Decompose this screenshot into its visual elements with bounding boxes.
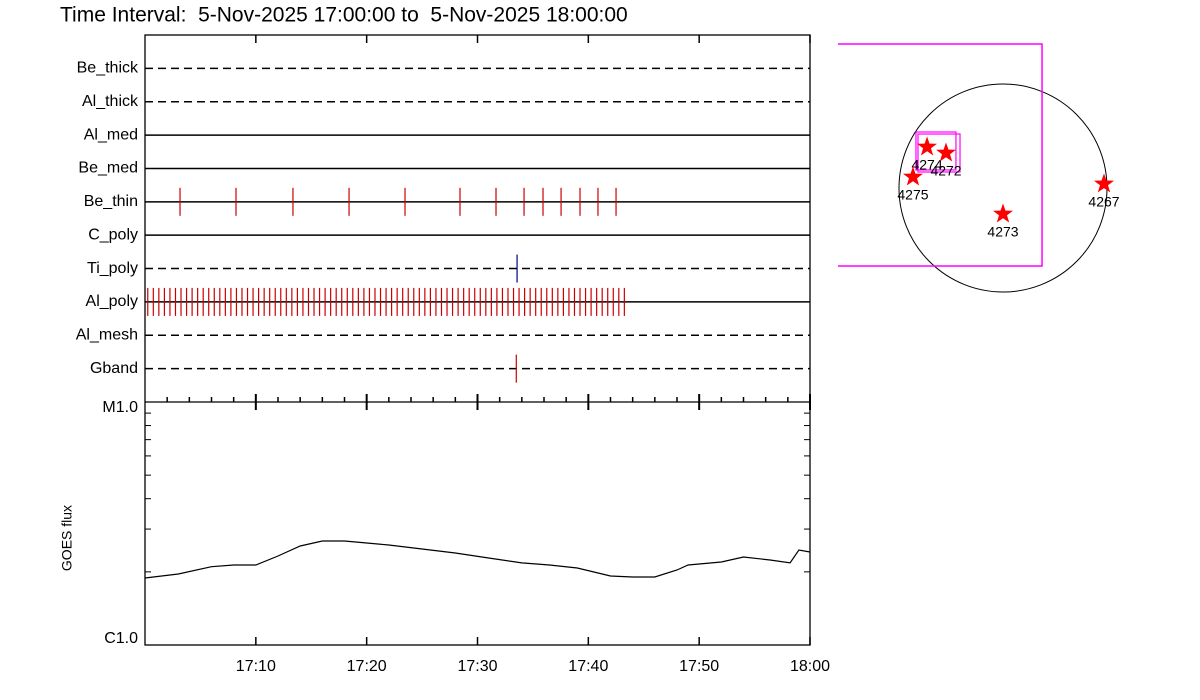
y-axis-label: GOES flux xyxy=(59,505,75,571)
region-label: 4272 xyxy=(930,163,961,179)
frame xyxy=(144,34,811,646)
x-tick-label: 17:10 xyxy=(236,658,276,675)
solar-limb xyxy=(898,83,1108,293)
region-marker xyxy=(903,166,923,186)
y-tick-label: M1.0 xyxy=(102,399,138,416)
region-label: 4274 xyxy=(911,157,942,173)
region-marker xyxy=(1094,173,1114,193)
region-marker xyxy=(993,203,1013,223)
plot-frame xyxy=(144,34,811,646)
row-label: Gband xyxy=(90,360,138,377)
pointing-box xyxy=(915,131,957,171)
row-label: Al_mesh xyxy=(76,326,138,343)
region-label: 4273 xyxy=(987,224,1018,240)
row-label: Be_med xyxy=(78,160,138,177)
row-label: Al_poly xyxy=(86,293,138,310)
x-tick-label: 18:00 xyxy=(790,658,830,675)
row-label: Be_thin xyxy=(84,193,138,210)
row-label: C_poly xyxy=(88,226,138,243)
x-tick-label: 17:50 xyxy=(679,658,719,675)
fov-box xyxy=(837,43,1043,267)
chart-title: Time Interval: 5-Nov-2025 17:00:00 to 5-… xyxy=(60,4,628,27)
region-label: 4267 xyxy=(1088,194,1119,210)
row-label: Be_thick xyxy=(77,60,139,77)
x-tick-label: 17:40 xyxy=(568,658,608,675)
x-tick-label: 17:20 xyxy=(347,658,387,675)
region-label: 4275 xyxy=(897,187,928,203)
pointing-box xyxy=(917,133,961,173)
region-marker xyxy=(917,136,937,156)
row-label: Ti_poly xyxy=(87,260,138,277)
row-label: Al_med xyxy=(84,126,138,143)
row-label: Al_thick xyxy=(82,93,139,110)
x-tick-label: 17:30 xyxy=(457,658,497,675)
region-marker xyxy=(936,142,956,162)
y-tick-label: C1.0 xyxy=(104,630,138,647)
goes-curve xyxy=(144,540,811,579)
